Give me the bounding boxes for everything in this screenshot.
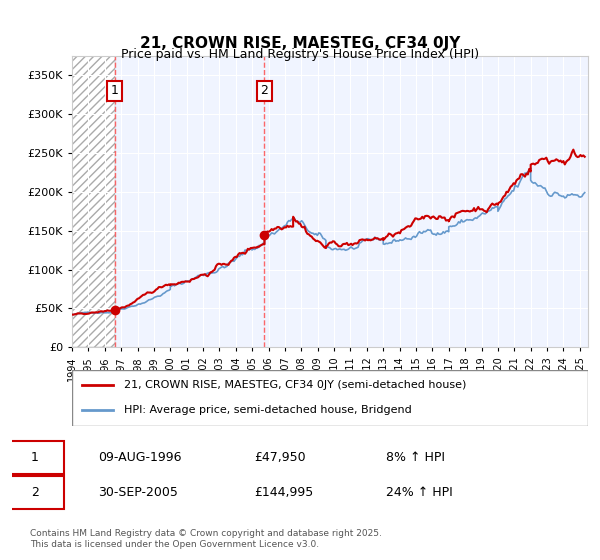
Text: 21, CROWN RISE, MAESTEG, CF34 0JY: 21, CROWN RISE, MAESTEG, CF34 0JY — [140, 36, 460, 52]
FancyBboxPatch shape — [6, 476, 64, 509]
Text: HPI: Average price, semi-detached house, Bridgend: HPI: Average price, semi-detached house,… — [124, 405, 412, 415]
Text: £144,995: £144,995 — [254, 486, 313, 499]
Text: 09-AUG-1996: 09-AUG-1996 — [98, 451, 182, 464]
FancyBboxPatch shape — [6, 441, 64, 474]
Bar — [72, 56, 115, 347]
Text: 30-SEP-2005: 30-SEP-2005 — [98, 486, 178, 499]
Text: Price paid vs. HM Land Registry's House Price Index (HPI): Price paid vs. HM Land Registry's House … — [121, 48, 479, 60]
FancyBboxPatch shape — [72, 370, 588, 426]
Text: Contains HM Land Registry data © Crown copyright and database right 2025.
This d: Contains HM Land Registry data © Crown c… — [30, 529, 382, 549]
Text: 8% ↑ HPI: 8% ↑ HPI — [386, 451, 445, 464]
Text: 21, CROWN RISE, MAESTEG, CF34 0JY (semi-detached house): 21, CROWN RISE, MAESTEG, CF34 0JY (semi-… — [124, 380, 466, 390]
Text: 2: 2 — [31, 486, 39, 499]
Text: 1: 1 — [31, 451, 39, 464]
Text: 1: 1 — [110, 85, 119, 97]
Text: 24% ↑ HPI: 24% ↑ HPI — [386, 486, 453, 499]
Text: 2: 2 — [260, 85, 268, 97]
Text: £47,950: £47,950 — [254, 451, 305, 464]
